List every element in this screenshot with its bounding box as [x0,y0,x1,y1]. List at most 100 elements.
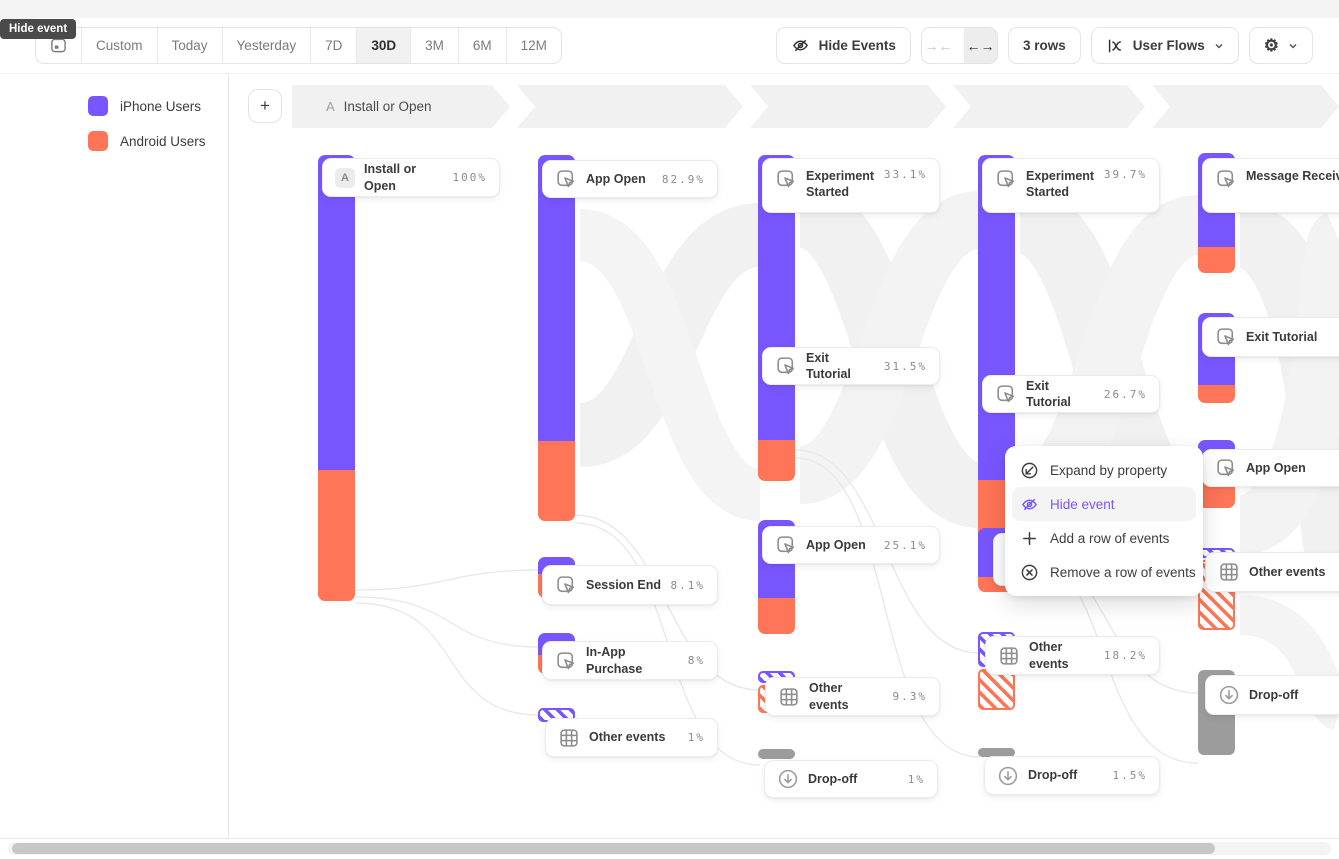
node-other-events[interactable]: Other events [1205,552,1339,592]
chevron-down-icon [1215,43,1223,49]
node-drop-off[interactable]: Drop-off 1% [764,760,938,798]
bar-segment-android [1198,247,1235,273]
event-icon [777,536,795,554]
step-segment-5[interactable] [1152,85,1339,128]
chart-bottom-divider [0,838,1339,839]
bar-drop-off[interactable] [978,748,1015,757]
node-other-events[interactable]: Other events 1% [545,718,718,757]
node-label: Exit Tutorial [1026,378,1071,409]
node-drop-off[interactable]: Drop-off 1.5% [984,756,1160,795]
node-session-end[interactable]: Session End 8.1% [542,565,718,605]
date-range-3m[interactable]: 3M [411,28,459,63]
node-message-received[interactable]: Message Received [1202,158,1339,213]
node-in-app-purchase[interactable]: In-App Purchase 8% [542,641,718,680]
event-icon [557,651,575,669]
node-pct: 25.1% [883,538,927,552]
bar-segment-android [538,441,575,521]
menu-item-add-row[interactable]: Add a row of events [1012,521,1196,555]
step-segment-2[interactable] [517,85,743,128]
date-range-yesterday[interactable]: Yesterday [223,28,312,63]
node-other-events[interactable]: Other events 18.2% [985,636,1160,675]
expand-columns-button[interactable]: ←→ [963,28,997,63]
bar-other-events-android[interactable] [978,669,1015,710]
date-range-7d[interactable]: 7D [311,28,358,63]
settings-dropdown[interactable]: ⚙ [1248,27,1313,64]
rows-label: 3 rows [1022,38,1066,53]
event-icon [997,385,1015,403]
legend-item-iphone[interactable]: iPhone Users [88,96,201,116]
step-segment-3[interactable] [750,85,946,128]
plus-icon [1023,531,1036,545]
node-label: Drop-off [808,771,858,786]
bar-segment-android [758,598,795,634]
date-range-12m[interactable]: 12M [520,38,547,53]
android-swatch [88,131,108,151]
node-app-open[interactable]: App Open 82.9% [542,160,718,198]
gear-icon: ⚙ [1263,36,1279,55]
node-label: Install or Open [364,162,417,193]
node-app-open[interactable]: App Open [1202,449,1339,487]
node-label: App Open [586,171,646,186]
event-icon [1217,459,1235,477]
node-label: Experiment Started [1026,169,1095,200]
node-label: Session End [586,577,662,592]
node-drop-off[interactable]: Drop-off [1205,675,1339,715]
bar-app-open[interactable] [538,155,575,521]
iphone-swatch [88,96,108,116]
hide-event-tooltip: Hide event [0,19,77,39]
hide-events-label: Hide Events [818,38,896,53]
node-exit-tutorial[interactable]: Exit Tutorial 31.5% [762,347,940,385]
other-events-icon [1220,563,1238,581]
menu-item-expand-by-property[interactable]: Expand by property [1012,453,1196,487]
node-pct: 1% [687,731,705,744]
node-pct: 18.2% [1103,649,1147,662]
node-exit-tutorial[interactable]: Exit Tutorial 26.7% [982,375,1160,413]
toolbar-divider [0,73,1339,74]
node-experiment-started[interactable]: Experiment Started 33.1% [762,158,940,213]
legend-item-android[interactable]: Android Users [88,131,206,151]
menu-item-label: Add a row of events [1050,530,1170,546]
node-pct: 9.3% [892,690,927,703]
node-pct: 82.9% [661,172,705,186]
step-label: Install or Open [343,99,432,114]
node-other-events[interactable]: Other events 9.3% [765,677,940,716]
hide-events-button[interactable]: Hide Events [775,27,911,64]
add-step-button[interactable]: + [248,89,282,123]
node-label: In-App Purchase [586,645,643,676]
node-experiment-started[interactable]: Experiment Started 39.7% [982,158,1160,213]
view-type-dropdown[interactable]: User Flows [1090,27,1239,64]
circle-x-icon [1021,564,1038,580]
date-range-30d[interactable]: 30D [357,28,412,63]
chevron-down-icon [1289,43,1297,49]
node-label: Experiment Started [806,169,875,200]
bar-segment-android [318,470,355,601]
menu-item-label: Expand by property [1050,462,1168,478]
node-label: Other events [1029,640,1069,671]
node-exit-tutorial[interactable]: Exit Tutorial [1202,317,1339,357]
android-label: Android Users [120,133,206,149]
node-install-or-open[interactable]: A Install or Open 100% [322,158,500,197]
menu-item-hide-event[interactable]: Hide event [1012,487,1196,521]
bar-drop-off[interactable] [758,749,795,759]
other-events-icon [560,728,578,747]
step-segment-1[interactable]: A Install or Open [292,85,510,128]
date-range-today[interactable]: Today [158,28,223,63]
date-picker-button[interactable] [36,28,82,63]
event-icon [1217,328,1235,346]
rows-button[interactable]: 3 rows [1007,27,1081,64]
bar-install-or-open[interactable] [318,155,355,601]
calendar-icon [51,38,66,53]
step-segment-4[interactable] [953,85,1145,128]
event-icon [557,576,575,594]
step-a-badge: A [335,167,355,188]
horizontal-scrollbar-thumb[interactable] [12,843,1215,854]
collapse-columns-button[interactable]: →← [924,37,953,54]
date-range-control: Custom Today Yesterday 7D 30D 3M 6M 12M [35,27,562,64]
menu-item-remove-row[interactable]: Remove a row of events [1012,555,1196,589]
date-range-custom[interactable]: Custom [82,28,158,63]
node-label: Drop-off [1249,687,1299,702]
node-pct: 33.1% [883,168,927,181]
event-icon [997,170,1015,188]
date-range-6m[interactable]: 6M [459,28,507,63]
node-app-open[interactable]: App Open 25.1% [762,526,940,564]
